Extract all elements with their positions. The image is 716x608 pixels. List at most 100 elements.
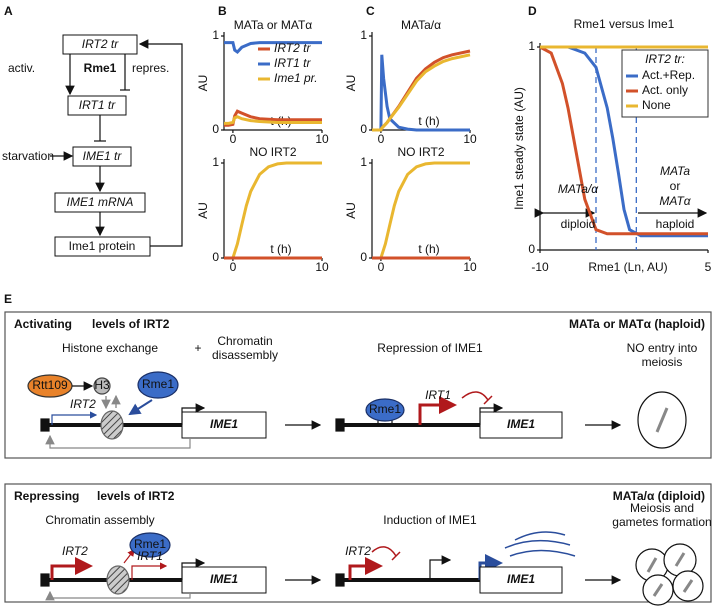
legend-label: IRT1 tr [274, 56, 311, 70]
series-line [539, 45, 708, 236]
series-line [224, 41, 322, 54]
x-axis-label: t (h) [270, 242, 291, 256]
gene-label: IME1 [210, 572, 238, 586]
panel-a-shapes [50, 34, 183, 257]
y-tick-label: 0 [212, 250, 219, 264]
outcome: meiosis [642, 355, 683, 369]
x-tick-label: -10 [531, 260, 549, 274]
x-tick-label: 10 [315, 132, 329, 146]
step-label: Chromatin [217, 334, 272, 348]
protein-label: Rme1 [134, 537, 166, 551]
node-label: IME1 mRNA [67, 195, 134, 209]
gene-label: IME1 [507, 572, 535, 586]
series-line [224, 161, 322, 260]
condition: MATa or MATα (haploid) [569, 317, 705, 331]
y-axis-label: AU [344, 75, 358, 92]
annotation: haploid [656, 217, 695, 231]
section-title: levels of IRT2 [92, 317, 170, 331]
gene-label: IRT2 [70, 397, 96, 411]
x-tick-label: 0 [230, 132, 237, 146]
step-label: + [194, 341, 201, 355]
x-tick-label: 5 [705, 260, 712, 274]
outcome: gametes formation [612, 515, 711, 529]
chart-title: MATa or MATα [234, 18, 313, 32]
outcome: Meiosis and [630, 501, 694, 515]
y-tick-label: 0 [528, 242, 535, 256]
panel-e-shapes [4, 311, 712, 606]
series-line [372, 161, 470, 260]
x-axis-label: t (h) [418, 114, 439, 128]
y-tick-label: 1 [360, 28, 367, 42]
panel-label: B [218, 4, 227, 18]
y-tick-label: 0 [212, 122, 219, 136]
x-tick-label: 0 [378, 132, 385, 146]
node-label: IRT1 tr [79, 98, 116, 112]
panel-label: C [366, 4, 375, 18]
legend-label: IRT2 tr [274, 41, 311, 55]
section-title: Activating [14, 317, 72, 331]
x-tick-label: 10 [463, 132, 477, 146]
node-label: Rme1 [84, 61, 117, 75]
protein-label: Rme1 [369, 402, 401, 416]
x-tick-label: 0 [230, 260, 237, 274]
edge-label: repres. [132, 61, 169, 75]
step-label: Repression of IME1 [377, 341, 483, 355]
y-tick-label: 1 [528, 39, 535, 53]
y-axis-label: Ime1 steady state (AU) [512, 87, 526, 210]
series-line [224, 109, 322, 127]
legend-label: None [642, 98, 671, 112]
node-label: IRT2 tr [82, 37, 119, 51]
chart-title: MATa/α [401, 18, 441, 32]
series-line [372, 54, 470, 132]
legend-label: Act. only [642, 83, 688, 97]
annotation: MATα [659, 194, 691, 208]
y-tick-label: 1 [212, 28, 219, 42]
annotation: MATa/α [558, 182, 599, 196]
step-label: disassembly [212, 348, 278, 362]
x-axis-label: t (h) [418, 242, 439, 256]
edge-label: activ. [8, 61, 35, 75]
x-tick-label: 0 [378, 260, 385, 274]
y-tick-label: 0 [360, 250, 367, 264]
y-tick-label: 0 [360, 122, 367, 136]
gene-label: IRT2 [345, 544, 371, 558]
legend-label: Ime1 pr. [274, 71, 318, 85]
gene-label: IME1 [210, 417, 238, 431]
annotation: diploid [561, 217, 596, 231]
chart-title: Rme1 versus Ime1 [574, 17, 675, 31]
annotation: or [670, 179, 681, 193]
section-title: levels of IRT2 [97, 489, 175, 503]
x-axis-label: Rme1 (Ln, AU) [588, 260, 667, 274]
condition: MATa/α (diploid) [613, 489, 705, 503]
x-tick-label: 10 [315, 260, 329, 274]
gene-label: IRT1 [425, 388, 451, 402]
protein-label: H3 [94, 378, 110, 392]
protein-label: Rme1 [142, 377, 174, 391]
series-line [372, 53, 471, 132]
chart-title: NO IRT2 [249, 145, 296, 159]
node-label: IME1 tr [83, 149, 123, 163]
legend-title: IRT2 tr: [645, 52, 685, 66]
gene-label: IME1 [507, 417, 535, 431]
panel-label: A [4, 4, 13, 18]
y-tick-label: 1 [212, 155, 219, 169]
protein-label: Rtt109 [32, 378, 68, 392]
outcome: NO entry into [627, 341, 698, 355]
panel-label: D [528, 4, 537, 18]
gene-label: IRT1 [137, 549, 163, 563]
panel-label: E [4, 292, 12, 306]
gene-label: IRT2 [62, 544, 88, 558]
annotation: MATa [660, 164, 690, 178]
y-tick-label: 1 [360, 155, 367, 169]
section-title: Repressing [14, 489, 79, 503]
y-axis-label: AU [196, 75, 210, 92]
step-label: Histone exchange [62, 341, 158, 355]
legend-label: Act.+Rep. [642, 68, 695, 82]
y-axis-label: AU [344, 202, 358, 219]
node-label: Ime1 protein [69, 239, 136, 253]
step-label: Chromatin assembly [45, 513, 154, 527]
chart-title: NO IRT2 [397, 145, 444, 159]
